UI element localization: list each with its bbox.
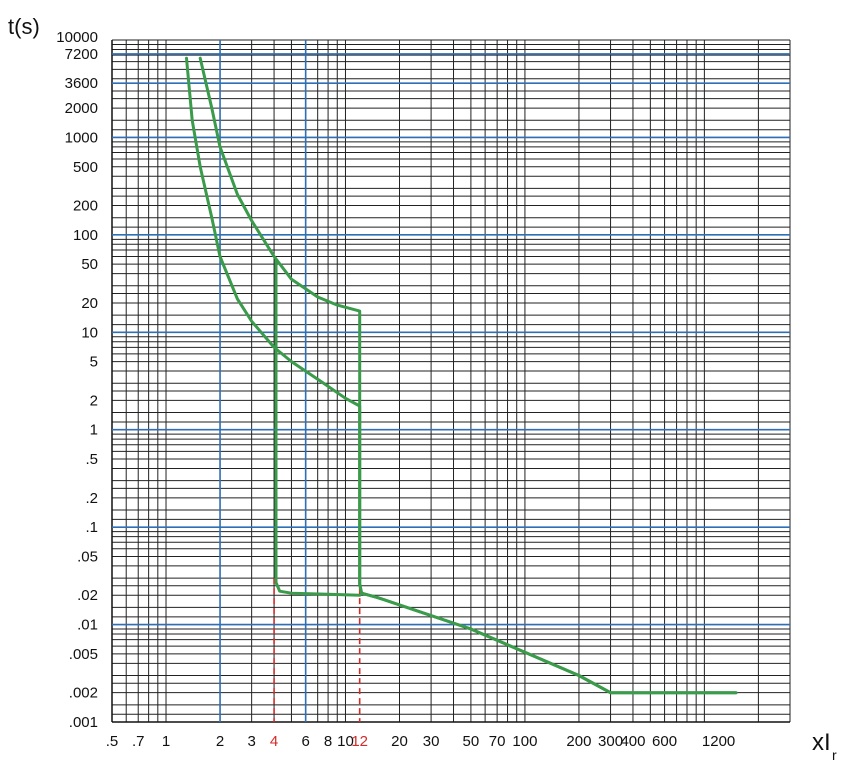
y-tick-label: .02 xyxy=(77,587,98,604)
y-tick-label: 10 xyxy=(81,324,98,341)
x-tick-label: 50 xyxy=(463,733,480,750)
x-tick-label: 4 xyxy=(270,733,278,750)
minor-grid xyxy=(111,39,791,723)
x-tick-label: 30 xyxy=(423,733,440,750)
y-tick-label: 1 xyxy=(90,422,98,439)
curve-series xyxy=(185,56,738,695)
x-tick-label: 8 xyxy=(324,733,332,750)
y-axis-title: t(s) xyxy=(8,14,40,39)
y-tick-label: 20 xyxy=(81,295,98,312)
x-tick-label: 2 xyxy=(216,733,224,750)
y-tick-label: 200 xyxy=(73,198,98,215)
x-tick-label: 6 xyxy=(301,733,309,750)
y-tick-label: .005 xyxy=(69,646,98,663)
y-tick-label: 3600 xyxy=(65,75,98,92)
y-tick-label: 500 xyxy=(73,159,98,176)
y-tick-label: 7200 xyxy=(65,46,98,63)
y-tick-label: .1 xyxy=(85,519,98,536)
x-tick-label: 1200 xyxy=(702,733,735,750)
x-axis-title-subscript: r xyxy=(832,747,837,763)
x-tick-label: 300 xyxy=(598,733,623,750)
x-tick-label: 3 xyxy=(247,733,255,750)
curve-series-2 xyxy=(198,56,738,695)
x-tick-label: 600 xyxy=(652,733,677,750)
x-tick-label: .7 xyxy=(132,733,145,750)
x-tick-label: 12 xyxy=(351,733,368,750)
x-tick-label: 100 xyxy=(512,733,537,750)
y-tick-label: .5 xyxy=(85,451,98,468)
x-tick-label: 10 xyxy=(337,733,354,750)
curve-series-1 xyxy=(185,56,738,695)
major-grid xyxy=(112,40,790,722)
x-axis-title: xI xyxy=(812,729,831,756)
y-tick-label: .2 xyxy=(85,490,98,507)
y-tick-label: .01 xyxy=(77,617,98,634)
y-tick-label: .002 xyxy=(69,685,98,702)
x-tick-label: 200 xyxy=(566,733,591,750)
y-tick-label: 2 xyxy=(90,392,98,409)
red-dashed-markers xyxy=(273,578,361,722)
y-tick-label: 50 xyxy=(81,256,98,273)
y-tick-label: 100 xyxy=(73,227,98,244)
y-tick-label: .05 xyxy=(77,548,98,565)
x-tick-label: 400 xyxy=(620,733,645,750)
curve-series-3 xyxy=(274,258,362,597)
x-tick-label: 70 xyxy=(489,733,506,750)
y-tick-label: .001 xyxy=(69,714,98,731)
y-tick-label: 1000 xyxy=(65,129,98,146)
y-tick-label: 10000 xyxy=(56,29,98,46)
x-tick-label: .5 xyxy=(106,733,119,750)
y-tick-label: 5 xyxy=(90,354,98,371)
x-tick-label: 1 xyxy=(162,733,170,750)
y-tick-label: 2000 xyxy=(65,100,98,117)
x-tick-label: 20 xyxy=(391,733,408,750)
